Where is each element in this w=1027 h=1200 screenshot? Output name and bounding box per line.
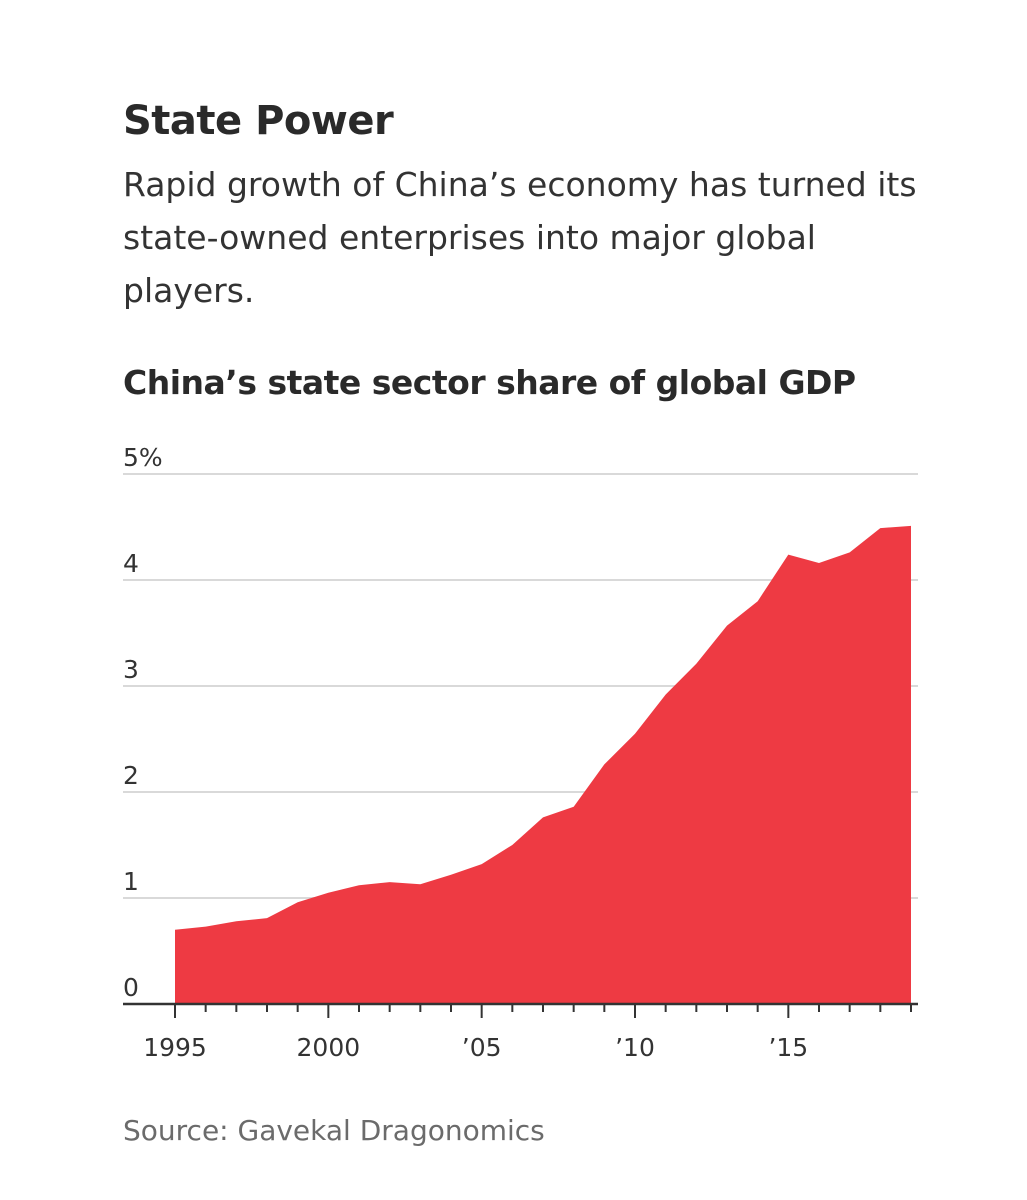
source-note: Source: Gavekal Dragonomics <box>123 1114 545 1147</box>
y-tick-label: 5% <box>123 443 163 472</box>
chart-title: China’s state sector share of global GDP <box>123 363 856 402</box>
subheadline: Rapid growth of China’s economy has turn… <box>123 165 917 310</box>
area-chart: 0 1 2 3 4 5% 1995 2000 ’05 ’10 ’15 <box>123 443 918 1062</box>
y-tick-label: 2 <box>123 761 139 790</box>
y-tick-label: 1 <box>123 867 139 896</box>
y-tick-label: 3 <box>123 655 139 684</box>
headline: State Power <box>123 98 394 144</box>
x-tick-label: 1995 <box>143 1033 207 1062</box>
series-area <box>175 525 911 1004</box>
y-axis-tick-labels: 0 1 2 3 4 5% <box>123 443 163 1002</box>
x-tick-label: ’15 <box>768 1033 808 1062</box>
y-tick-label: 0 <box>123 973 139 1002</box>
x-tick-label: 2000 <box>297 1033 361 1062</box>
y-tick-label: 4 <box>123 549 139 578</box>
x-tick-label: ’10 <box>615 1033 655 1062</box>
x-axis-ticks: 1995 2000 ’05 ’10 ’15 <box>143 1004 912 1062</box>
x-tick-label: ’05 <box>462 1033 502 1062</box>
